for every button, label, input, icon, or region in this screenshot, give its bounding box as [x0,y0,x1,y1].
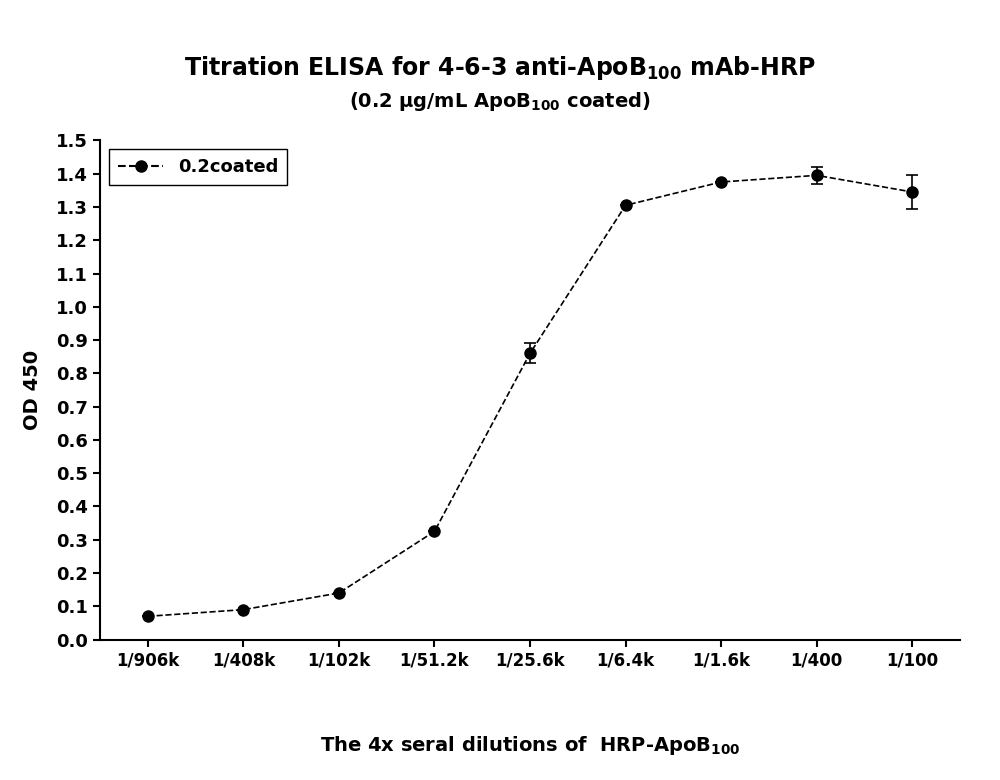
Text: The 4x seral dilutions of  HRP-ApoB$_{\mathregular{100}}$: The 4x seral dilutions of HRP-ApoB$_{\ma… [320,734,740,757]
Y-axis label: OD 450: OD 450 [23,350,42,430]
Text: Titration ELISA for 4-6-3 anti-ApoB$_{\mathregular{100}}$ mAb-HRP: Titration ELISA for 4-6-3 anti-ApoB$_{\m… [184,54,816,82]
Legend: 0.2coated: 0.2coated [109,150,287,186]
Text: (0.2 $\mathregular{\mu}$g/mL ApoB$_{\mathregular{100}}$ coated): (0.2 $\mathregular{\mu}$g/mL ApoB$_{\mat… [349,90,651,113]
